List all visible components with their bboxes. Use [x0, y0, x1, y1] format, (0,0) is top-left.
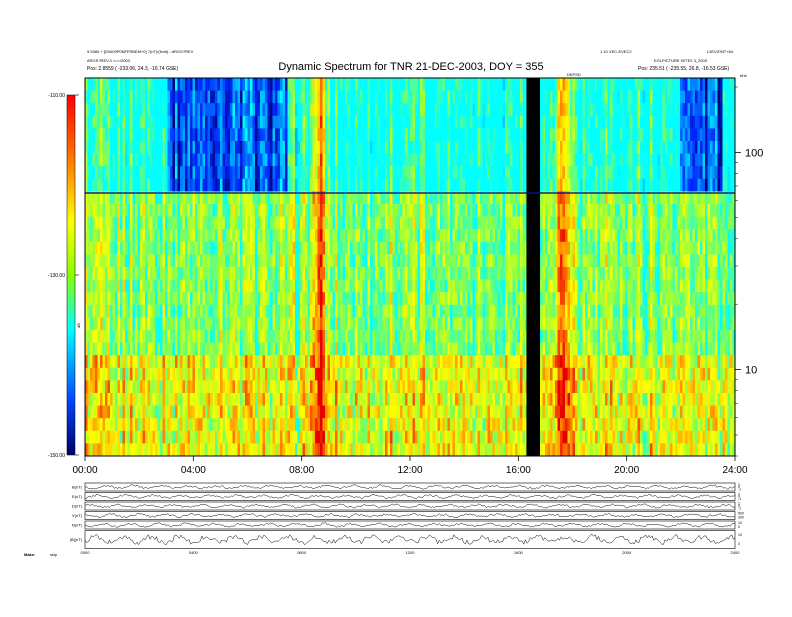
- colorbar-tick-label: -150.00: [48, 453, 65, 459]
- footer-label: Make:: [24, 552, 35, 557]
- colorbar: [67, 95, 75, 455]
- header-center-note: DEPSD: [567, 72, 581, 77]
- colorbar-label: dB: [76, 323, 81, 328]
- x-tick-label: 20:00: [614, 465, 639, 476]
- header-right-line3: Pos: 235.51 ( -235.55, 26.8, -16.53 GSE): [638, 66, 730, 72]
- header-right-marker: kHz: [740, 73, 747, 78]
- header-right-line1a: 1.10 VEC-EVEC2: [600, 49, 632, 54]
- x-tick-label: 24:00: [722, 465, 747, 476]
- panel-trace: [85, 504, 735, 508]
- colorbar-tick-label: -130.00: [48, 273, 65, 279]
- panel-x-tick-label: 0400: [189, 550, 199, 555]
- panel-tick-label: 0: [738, 542, 740, 546]
- panel-label: B(nT): [72, 485, 83, 490]
- header-left-line1: 9.5380 + [D0009P0NFFRBEM+0] 7(nT)/(fvolt…: [87, 49, 194, 54]
- panel-label: |B|(nT): [70, 537, 83, 542]
- panel-label: E(nT): [72, 494, 83, 499]
- panel-tick-label: 300: [738, 516, 744, 520]
- panel-tick-label: 10: [738, 533, 742, 537]
- x-axis: 00:00 04:00 08:00 12:00 16:00 20:00 24:00: [72, 456, 747, 476]
- footer-value: skip: [50, 552, 58, 557]
- spectrogram: [85, 78, 735, 456]
- header-left-line3: Pos: 2.8559 ( -233.06, 24.3, -16.74 GSE): [87, 66, 179, 72]
- plot-title: Dynamic Spectrum for TNR 21-DEC-2003, DO…: [278, 61, 543, 73]
- header-right-line2: EGLPICTURE 90TE2 3_2003: [654, 58, 708, 63]
- x-tick-label: 12:00: [397, 465, 422, 476]
- y-tick-label: 100: [745, 147, 763, 159]
- data-gap: [526, 78, 540, 456]
- x-tick-label: 00:00: [72, 465, 97, 476]
- panel-trace: [85, 485, 735, 490]
- x-tick-label: 04:00: [181, 465, 206, 476]
- y-axis-right: 100 10: [735, 87, 763, 456]
- band-boundary: [85, 192, 735, 194]
- panel-trace: [85, 494, 735, 499]
- panel-frame: [85, 502, 735, 510]
- panel-tick-label: 0: [738, 525, 740, 529]
- lower-panels: B(nT)10-1E(nT)10-1D(nT)10-1V(nT)500300N(…: [70, 482, 744, 555]
- panel-frame: [85, 521, 735, 529]
- panel-x-tick-label: 2000: [622, 550, 632, 555]
- y-tick-label: 10: [745, 365, 757, 377]
- panel-trace: [85, 513, 735, 517]
- panel-trace: [85, 534, 735, 544]
- panel-label: V(nT): [72, 513, 83, 518]
- panel-x-tick-label: 2400: [731, 550, 741, 555]
- x-tick-label: 08:00: [289, 465, 314, 476]
- panel-tick-label: -1: [738, 507, 741, 511]
- x-tick-label: 16:00: [506, 465, 531, 476]
- panel-x-tick-label: 0800: [297, 550, 307, 555]
- panel-x-tick-label: 1200: [406, 550, 416, 555]
- header-left-line2: ARGS?REV.3 ===/2003: [87, 58, 131, 63]
- colorbar-tick-label: -110.00: [48, 93, 65, 99]
- panel-trace: [85, 523, 735, 528]
- panel-label: D(nT): [72, 504, 83, 509]
- panel-label: N(nT): [72, 523, 83, 528]
- header-right-line1b: L3EVIONT+84: [707, 49, 734, 54]
- panel-x-tick-label: 0000: [81, 550, 91, 555]
- panel-x-tick-label: 1600: [514, 550, 524, 555]
